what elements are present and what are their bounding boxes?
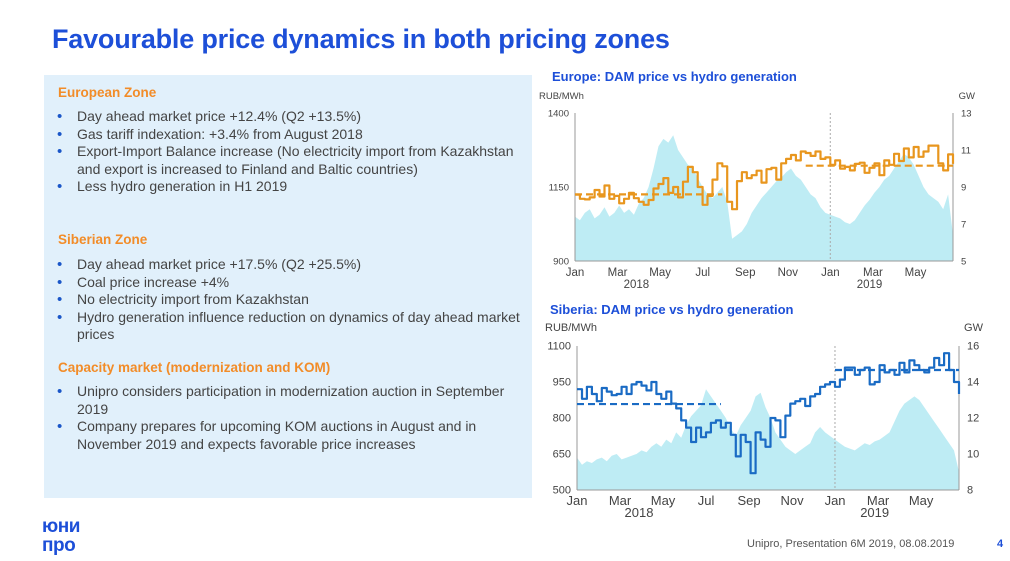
y-axis-label: RUB/MWh [539, 91, 584, 102]
european-bullets: Day ahead market price +12.4% (Q2 +13.5%… [54, 108, 524, 196]
y2-tick-label: 13 [961, 109, 972, 120]
capacity-bullets: Unipro considers participation in modern… [54, 383, 524, 453]
text-panel: European Zone Day ahead market price +12… [44, 75, 532, 498]
hydro-generation-area [575, 135, 953, 261]
y2-tick-label: 11 [961, 146, 971, 157]
x-tick-label: Jul [698, 493, 715, 508]
y2-tick-label: 16 [967, 341, 979, 353]
y2-tick-label: 7 [961, 220, 966, 231]
y-tick-label: 800 [553, 413, 571, 425]
y-tick-label: 1400 [548, 109, 569, 120]
x-tick-label: May [905, 267, 927, 279]
list-item: No electricity import from Kazakhstan [54, 291, 524, 309]
y2-axis-label: GW [959, 91, 975, 102]
y2-tick-label: 12 [967, 413, 979, 425]
section-heading-capacity: Capacity market (modernization and KOM) [58, 360, 331, 375]
logo-line-1: юни [42, 516, 80, 537]
year-label: 2019 [860, 505, 889, 520]
x-tick-label: May [649, 267, 671, 279]
y-tick-label: 1150 [549, 183, 569, 194]
price-line [575, 144, 955, 211]
x-tick-label: Mar [863, 267, 883, 279]
list-item: Less hydro generation in H1 2019 [54, 178, 524, 196]
hydro-generation-area [577, 389, 959, 490]
europe-chart: 900 1150 1400 5 7 9 11 13 RUB/MWh GW Jan Mar May Jul S… [539, 91, 975, 291]
y-tick-label: 1100 [547, 341, 571, 353]
list-item: Day ahead market price +12.4% (Q2 +13.5%… [54, 108, 524, 126]
list-item: Unipro considers participation in modern… [54, 383, 524, 418]
y-axis-label: RUB/MWh [545, 322, 597, 334]
list-item: Coal price increase +4% [54, 274, 524, 292]
x-tick-label: May [909, 493, 934, 508]
x-tick-label: Sep [735, 267, 755, 279]
x-tick-label: Mar [608, 267, 628, 279]
y-tick-label: 650 [553, 449, 571, 461]
price-line [577, 352, 961, 475]
y-tick-label: 900 [553, 257, 569, 268]
y2-tick-label: 8 [967, 485, 973, 497]
x-tick-label: Sep [737, 493, 760, 508]
page-title: Favourable price dynamics in both pricin… [52, 24, 670, 54]
x-tick-label: Nov [780, 493, 804, 508]
siberia-chart-title: Siberia: DAM price vs hydro generation [550, 302, 794, 317]
x-tick-label: May [651, 493, 676, 508]
section-heading-siberian: Siberian Zone [58, 232, 148, 247]
list-item: Export-Import Balance increase (No elect… [54, 143, 524, 178]
section-heading-european: European Zone [58, 85, 157, 100]
unipro-logo: юни про [42, 517, 80, 555]
y2-tick-label: 10 [967, 449, 979, 461]
x-tick-label: Mar [609, 493, 632, 508]
siberia-chart: 500 650 800 950 1100 8 10 12 14 16 RUB/MWh GW Jan Mar… [545, 322, 984, 520]
list-item: Gas tariff indexation: +3.4% from August… [54, 126, 524, 144]
y2-tick-label: 5 [961, 257, 966, 268]
footer-text: Unipro, Presentation 6M 2019, 08.08.2019 [747, 538, 955, 550]
x-tick-label: Jan [825, 493, 846, 508]
list-item: Company prepares for upcoming KOM auctio… [54, 418, 524, 453]
list-item: Hydro generation influence reduction on … [54, 309, 524, 344]
year-label: 2019 [857, 279, 883, 291]
x-tick-label: Jan [821, 267, 840, 279]
x-tick-label: Mar [867, 493, 890, 508]
y-tick-label: 950 [553, 377, 571, 389]
x-tick-label: Nov [778, 267, 799, 279]
y2-tick-label: 14 [967, 377, 979, 389]
page-number: 4 [997, 538, 1004, 550]
europe-chart-title: Europe: DAM price vs hydro generation [552, 69, 797, 84]
logo-line-2: про [42, 535, 76, 556]
list-item: Day ahead market price +17.5% (Q2 +25.5%… [54, 256, 524, 274]
year-label: 2018 [625, 505, 654, 520]
y-tick-label: 500 [553, 485, 571, 497]
y2-axis-label: GW [964, 322, 984, 334]
x-tick-label: Jan [566, 267, 585, 279]
x-tick-label: Jan [567, 493, 588, 508]
x-tick-label: Jul [695, 267, 710, 279]
y2-tick-label: 9 [961, 183, 966, 194]
year-label: 2018 [624, 279, 650, 291]
siberian-bullets: Day ahead market price +17.5% (Q2 +25.5%… [54, 256, 524, 344]
